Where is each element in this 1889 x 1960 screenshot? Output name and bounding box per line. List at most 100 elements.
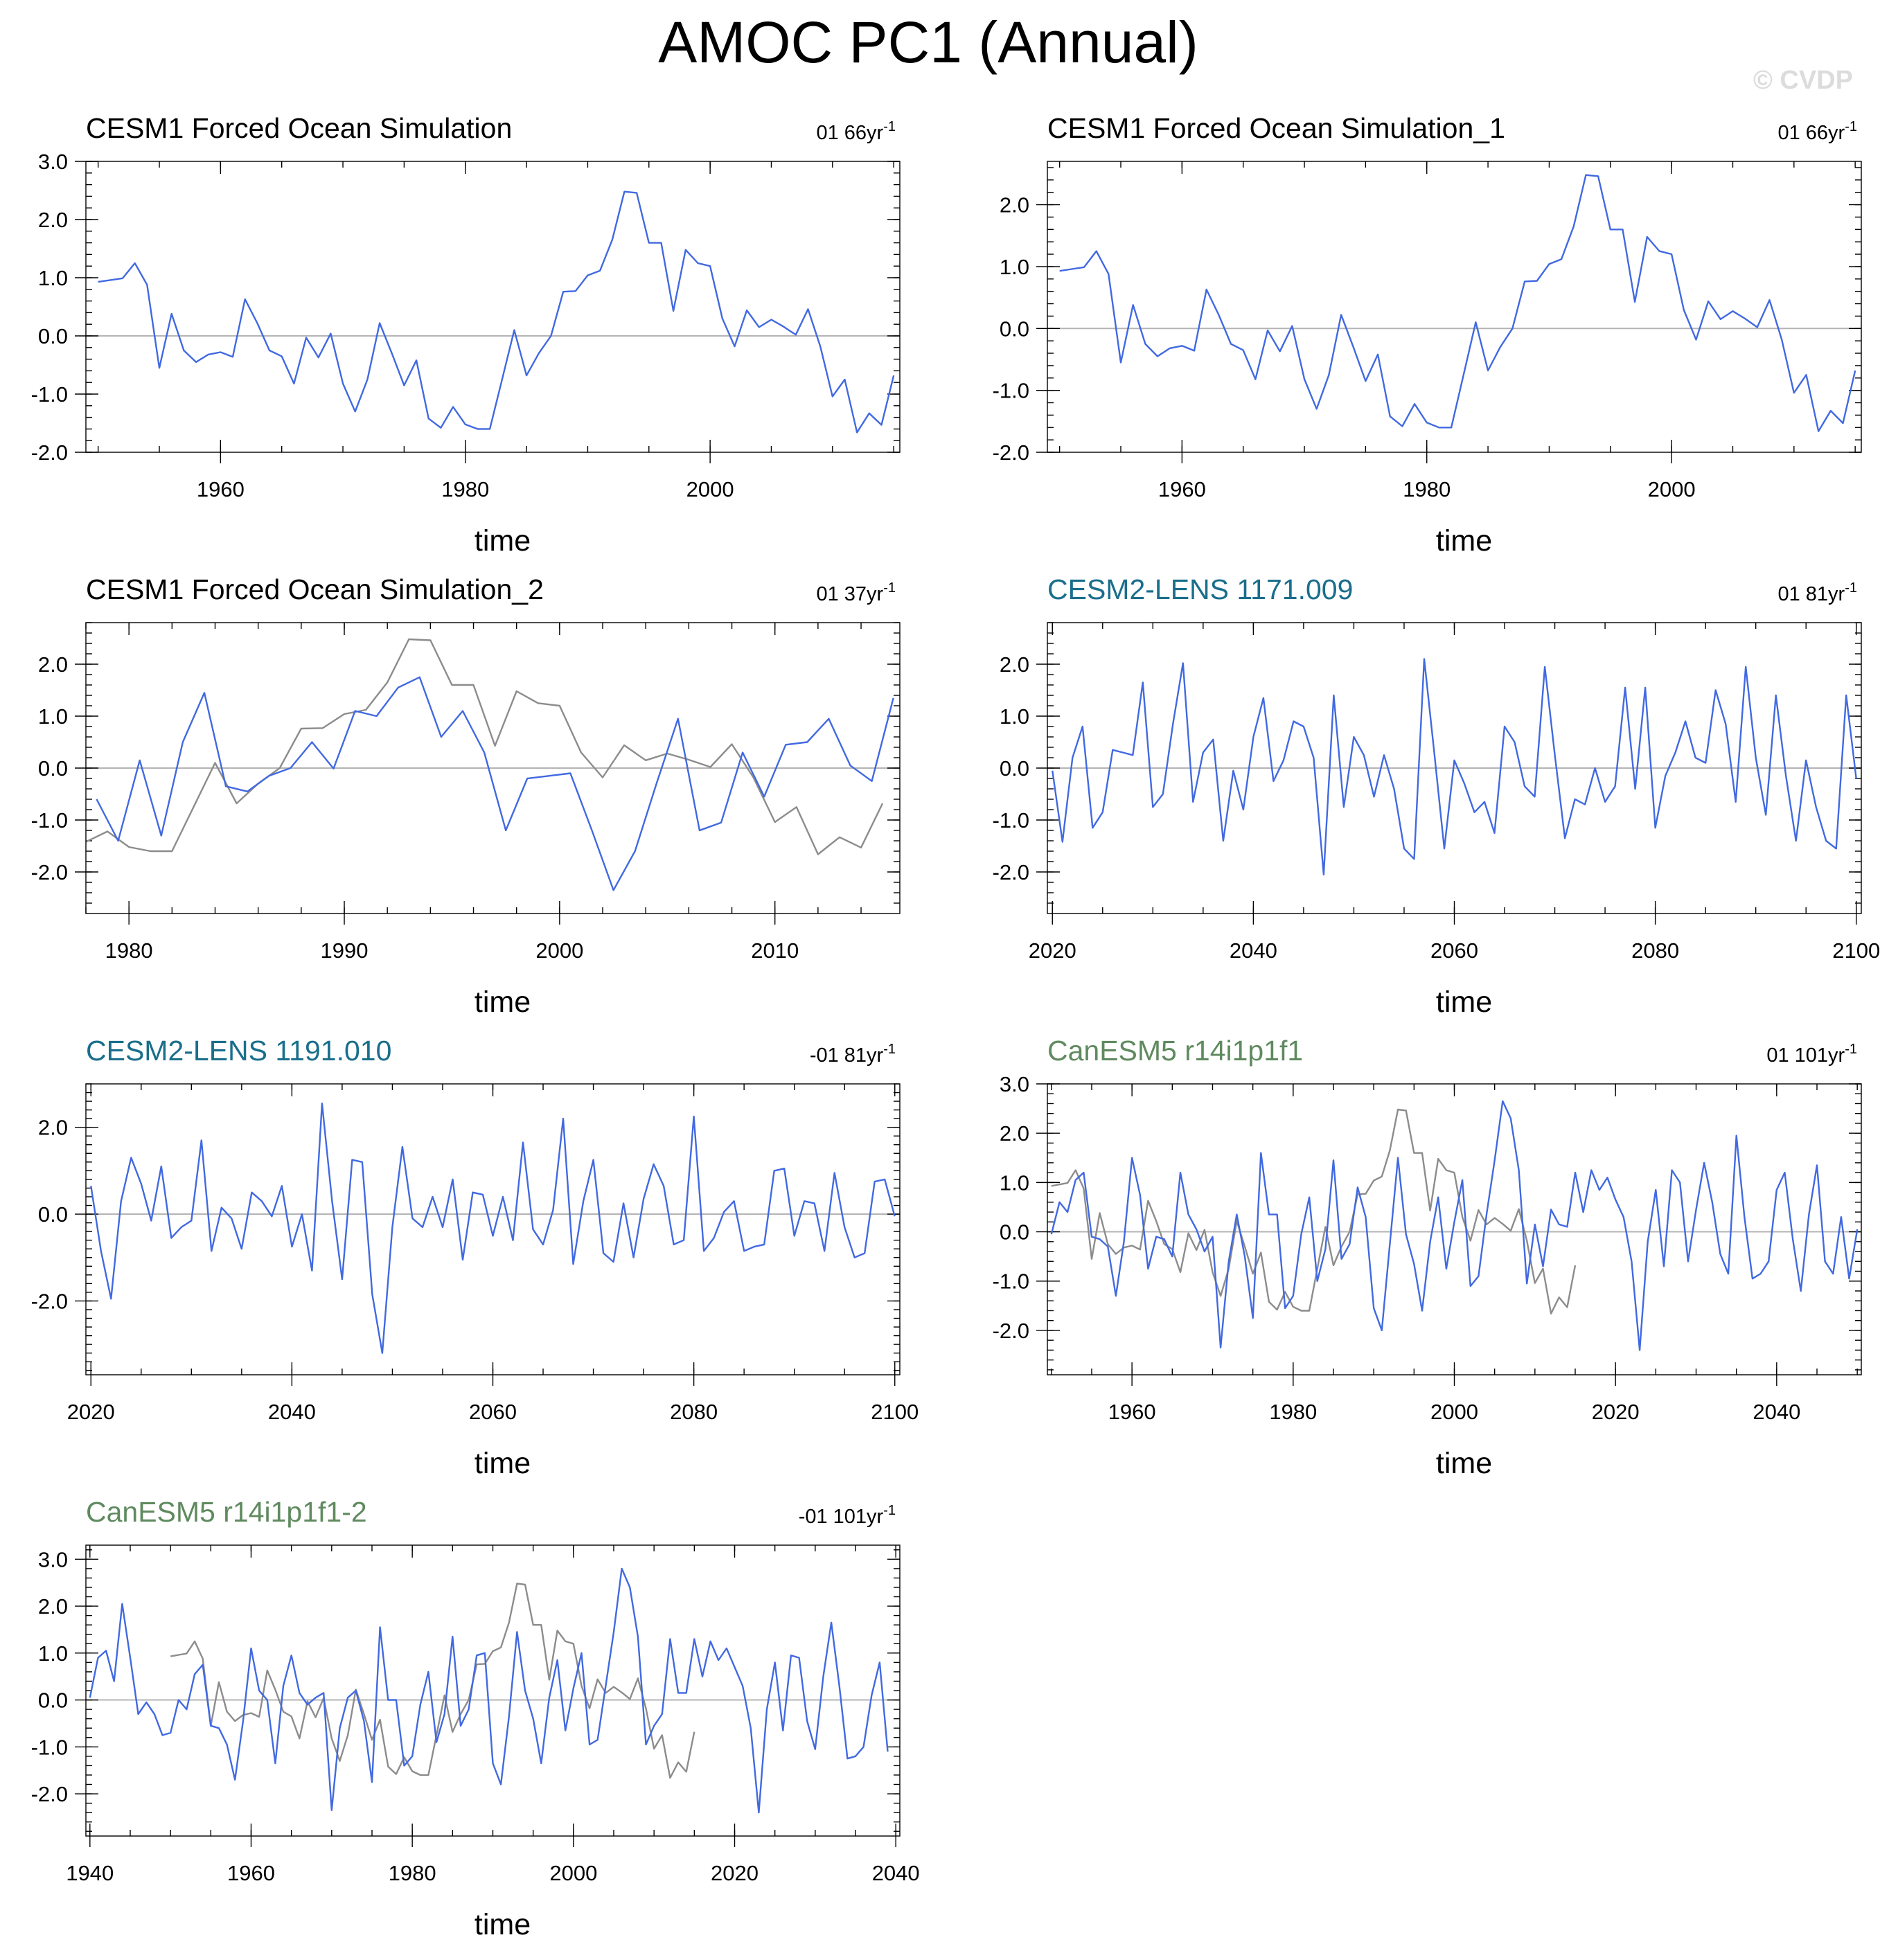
x-tick-label: 2020 xyxy=(1029,938,1076,963)
x-tick-label: 2000 xyxy=(549,1861,597,1885)
panel-title: CESM1 Forced Ocean Simulation_2 xyxy=(86,573,544,605)
y-tick-label: -2.0 xyxy=(993,860,1029,884)
x-tick-label: 2000 xyxy=(535,938,583,963)
panel-annotation-text: 01 81yr xyxy=(1777,583,1845,605)
plot-frame xyxy=(85,622,901,914)
x-tick-label: 1940 xyxy=(66,1861,114,1885)
y-tick-label: 2.0 xyxy=(38,208,68,232)
panel-annotation-text: -01 101yr xyxy=(799,1506,884,1528)
y-tick-label: 3.0 xyxy=(38,150,68,174)
y-tick-label: 0.0 xyxy=(38,1202,68,1227)
y-tick-label: 0.0 xyxy=(38,324,68,348)
model-series-line xyxy=(90,1102,896,1354)
panel-annotation-sup: -1 xyxy=(883,1042,896,1057)
panel-annotation-text: 01 66yr xyxy=(1777,122,1845,144)
panel-annotation: 01 37yr-1 xyxy=(816,580,896,605)
x-tick-label: 2020 xyxy=(67,1400,115,1424)
panel-annotation: 01 66yr-1 xyxy=(816,119,896,144)
model-series-line xyxy=(1050,1100,1859,1351)
y-tick-label: -1.0 xyxy=(993,379,1029,403)
x-tick-label: 2040 xyxy=(1230,938,1277,963)
y-tick-label: 2.0 xyxy=(38,652,68,677)
figure-title: AMOC PC1 (Annual) xyxy=(658,10,1198,75)
x-tick-label: 2010 xyxy=(751,938,799,963)
chart-panel-1: CESM1 Forced Ocean Simulation 01 66yr-1 -2… xyxy=(31,112,901,558)
reference-series-line xyxy=(1051,1108,1577,1315)
x-tick-label: 2000 xyxy=(686,477,734,501)
chart-panel-5: CESM2-LENS 1191.010 -01 81yr-1 -2.0 0.0 2.0 2… xyxy=(31,1035,919,1480)
y-tick-label: -2.0 xyxy=(31,1782,68,1806)
panel-annotation-sup: -1 xyxy=(883,119,896,134)
plot-frame xyxy=(1047,161,1862,453)
x-tick-label: 2060 xyxy=(1430,938,1478,963)
x-tick-label: 2020 xyxy=(1592,1400,1640,1424)
y-tick-label: -2.0 xyxy=(31,1289,68,1313)
y-tick-label: -2.0 xyxy=(31,860,68,884)
panel-grid: CESM1 Forced Ocean Simulation 01 66yr-1-2… xyxy=(31,112,1881,1941)
y-tick-label: 2.0 xyxy=(1000,652,1029,677)
y-tick-label: -2.0 xyxy=(31,440,68,465)
panel-annotation-text: 01 37yr xyxy=(816,583,883,605)
panel-annotation: -01 81yr-1 xyxy=(810,1042,896,1067)
panel-annotation-sup: -1 xyxy=(1845,119,1857,134)
panel-annotation-text: 01 66yr xyxy=(816,122,883,144)
y-tick-label: 1.0 xyxy=(1000,704,1029,729)
y-tick-label: 0.0 xyxy=(1000,317,1029,341)
panel-annotation: 01 66yr-1 xyxy=(1777,119,1857,144)
x-tick-label: 1960 xyxy=(227,1861,275,1885)
y-tick-label: -1.0 xyxy=(31,808,68,832)
x-axis-title: time xyxy=(475,986,531,1019)
chart-panel-2: CESM1 Forced Ocean Simulation_1 01 66yr-1… xyxy=(993,112,1862,558)
model-series-line xyxy=(96,676,894,891)
panel-annotation-sup: -1 xyxy=(883,580,896,596)
y-tick-label: 1.0 xyxy=(38,704,68,729)
y-tick-label: 1.0 xyxy=(1000,1170,1029,1195)
panel-annotation: 01 101yr-1 xyxy=(1766,1042,1857,1067)
x-tick-label: 2020 xyxy=(711,1861,759,1885)
x-tick-label: 2080 xyxy=(670,1400,718,1424)
y-tick-label: -1.0 xyxy=(31,382,68,407)
x-axis-title: time xyxy=(1436,1447,1492,1480)
x-tick-label: 2100 xyxy=(871,1400,919,1424)
y-tick-label: -1.0 xyxy=(993,808,1029,832)
y-tick-label: 0.0 xyxy=(1000,756,1029,781)
plot-frame xyxy=(85,1544,901,1837)
plot-frame xyxy=(1047,622,1862,914)
x-tick-label: 1960 xyxy=(197,477,245,501)
panel-title: CESM2-LENS 1171.009 xyxy=(1047,573,1353,605)
plot-frame xyxy=(1047,1083,1862,1375)
panel-annotation-text: 01 101yr xyxy=(1766,1044,1845,1067)
panel-annotation-sup: -1 xyxy=(1845,580,1857,596)
panel-title: CESM2-LENS 1191.010 xyxy=(86,1035,391,1067)
panel-annotation-text: -01 81yr xyxy=(810,1044,884,1067)
y-tick-label: 3.0 xyxy=(38,1547,68,1571)
x-axis-title: time xyxy=(1436,986,1492,1019)
model-series-line xyxy=(98,190,895,434)
y-tick-label: 2.0 xyxy=(38,1594,68,1619)
panel-annotation: -01 101yr-1 xyxy=(799,1503,896,1528)
x-tick-label: 1960 xyxy=(1158,477,1206,501)
panel-title: CESM1 Forced Ocean Simulation xyxy=(86,112,512,144)
x-tick-label: 2040 xyxy=(268,1400,316,1424)
y-tick-label: -1.0 xyxy=(993,1269,1029,1294)
panel-title: CanESM5 r14i1p1f1-2 xyxy=(86,1496,367,1528)
panel-title: CanESM5 r14i1p1f1 xyxy=(1047,1035,1303,1067)
panel-annotation-sup: -1 xyxy=(1845,1042,1857,1057)
y-tick-label: 0.0 xyxy=(1000,1220,1029,1245)
reference-series-line xyxy=(170,1583,695,1779)
y-tick-label: 2.0 xyxy=(1000,193,1029,217)
x-tick-label: 1980 xyxy=(441,477,489,501)
y-tick-label: -2.0 xyxy=(993,440,1029,465)
x-axis-title: time xyxy=(1436,524,1492,558)
x-tick-label: 2080 xyxy=(1631,938,1679,963)
watermark: © CVDP xyxy=(1753,66,1853,95)
x-axis-title: time xyxy=(475,1908,531,1941)
plot-frame xyxy=(85,161,901,453)
y-tick-label: 2.0 xyxy=(1000,1121,1029,1146)
x-tick-label: 1980 xyxy=(389,1861,436,1885)
y-tick-label: 0.0 xyxy=(38,1689,68,1713)
y-tick-label: 0.0 xyxy=(38,756,68,781)
x-tick-label: 1980 xyxy=(105,938,153,963)
panel-annotation: 01 81yr-1 xyxy=(1777,580,1857,605)
